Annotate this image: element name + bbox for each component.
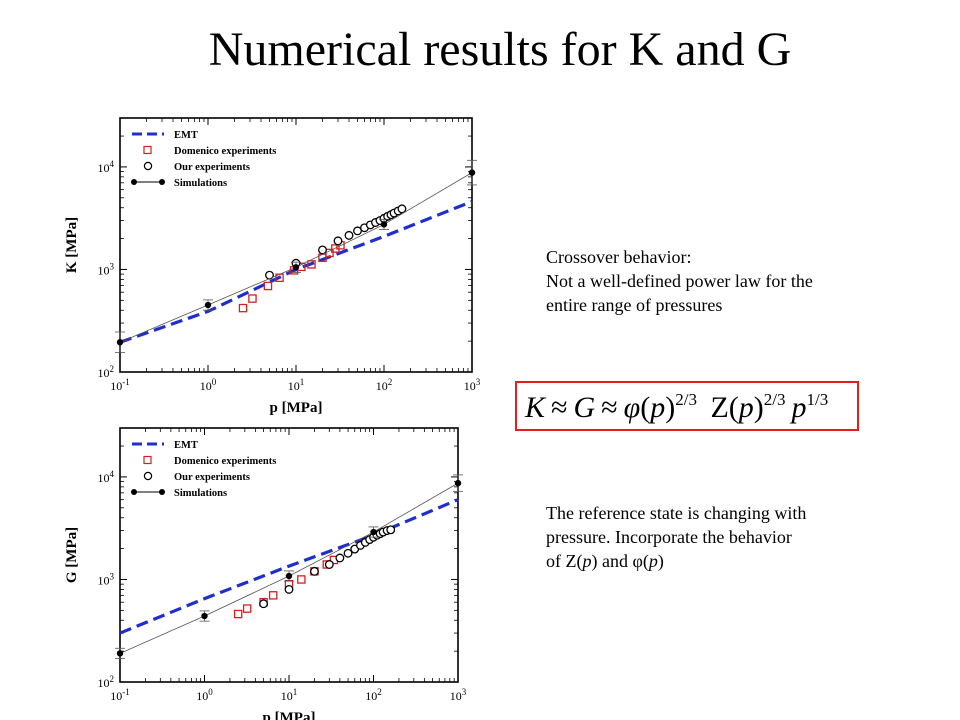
domenico-point	[238, 303, 248, 313]
crossover-note-line3: entire range of pressures	[546, 295, 723, 315]
x-tick-label: 102	[376, 377, 393, 393]
reference-note-line3: of Z(p) and φ(p)	[546, 549, 906, 573]
plot-frame	[119, 427, 459, 683]
g-chart: 10-1 100 101 102 103 102 103 104 p [MPa] G [MPa] E…	[64, 427, 467, 720]
legend-label: Simulations	[174, 488, 227, 499]
simulation-point	[204, 301, 212, 309]
simulations-series-line	[119, 172, 473, 343]
domenico-point	[233, 609, 243, 619]
reference-note-mid: ) and	[591, 551, 633, 571]
reference-note-line1: The reference state is changing with	[546, 503, 807, 523]
emt-series-line	[119, 498, 459, 635]
legend: EMT Domenico experiments Our experiments Si…	[131, 440, 276, 499]
x-tick-label: 103	[464, 377, 480, 393]
simulation-point	[454, 479, 462, 487]
y-tick-label: 103	[98, 571, 115, 587]
simulation-point	[292, 264, 300, 271]
our-experiment-point	[324, 560, 334, 569]
legend: EMT Domenico experiments Our experiments Si…	[131, 130, 276, 189]
crossover-note-line2: Not a well-defined power law for the	[546, 271, 813, 291]
x-axis-label: p [MPa]	[270, 400, 323, 416]
x-tick-label: 103	[450, 687, 467, 703]
legend-label: Domenico experiments	[174, 456, 276, 467]
legend-label: Simulations	[174, 178, 227, 189]
domenico-point	[242, 604, 252, 613]
y-tick-label: 102	[98, 674, 115, 690]
x-tick-label: 10-1	[110, 687, 130, 703]
reference-note-prefix: of Z(	[546, 551, 583, 571]
our-experiment-point	[333, 236, 343, 246]
legend-label: EMT	[174, 130, 198, 141]
our-experiment-point	[259, 599, 269, 609]
x-tick-label: 100	[196, 687, 213, 703]
crossover-note: Crossover behavior: Not a well-defined p…	[546, 245, 926, 317]
reference-note-p2: p	[648, 551, 658, 571]
x-tick-label: 101	[288, 377, 305, 393]
our-experiment-point	[335, 553, 345, 563]
legend-label: Domenico experiments	[174, 146, 276, 157]
reference-note-close: )	[657, 551, 664, 571]
reference-note-p1: p	[582, 551, 592, 571]
legend-simulations-dot	[159, 179, 165, 185]
y-tick-label: 104	[98, 469, 115, 485]
simulation-point	[201, 612, 208, 620]
formula-box: K ≈ G ≈ φ(p)2/3 Z(p)2/3 p1/3	[515, 381, 859, 431]
y-tick-label: 103	[98, 261, 115, 277]
svg-text:K≈G≈φ(p)2/3 Z(p)2/3p1/3: K ≈ G ≈ φ(p)2/3 Z(p)2/3 p1/3	[524, 390, 828, 424]
x-tick-label: 10-1	[110, 377, 130, 393]
legend-domenico-swatch	[143, 455, 152, 465]
slide-title: Numerical results for K and G	[208, 23, 792, 76]
simulation-point	[370, 528, 377, 536]
plot-frame	[119, 117, 473, 373]
simulation-point	[285, 572, 293, 580]
legend-simulations-dot	[131, 489, 137, 495]
crossover-note-line1: Crossover behavior:	[546, 247, 692, 267]
reference-note: The reference state is changing with pre…	[546, 501, 906, 573]
our-experiment-point	[318, 245, 327, 255]
our-experiment-point	[397, 204, 407, 214]
reference-note-phi: φ	[632, 551, 643, 571]
legend-label: Our experiments	[174, 472, 250, 483]
x-tick-label: 102	[365, 687, 382, 703]
x-tick-label: 101	[281, 687, 298, 703]
domenico-point	[263, 281, 273, 291]
legend-domenico-swatch	[143, 145, 152, 155]
simulation-point	[380, 221, 388, 228]
k-chart: 10-1 100 101 102 103 102 103 104 p [MPa] K [MPa] E…	[64, 117, 480, 416]
legend-ours-swatch	[143, 161, 153, 171]
legend-label: Our experiments	[174, 162, 250, 173]
our-experiment-point	[344, 230, 354, 240]
domenico-point	[268, 591, 278, 600]
x-tick-label: 100	[200, 377, 217, 393]
y-axis-label: K [MPa]	[64, 217, 80, 273]
our-experiment-point	[386, 525, 396, 535]
legend-label: EMT	[174, 440, 198, 451]
domenico-point	[297, 575, 306, 584]
x-axis-label: p [MPa]	[263, 710, 316, 720]
legend-simulations-dot	[131, 179, 137, 185]
reference-note-line2: pressure. Incorporate the behavior	[546, 527, 792, 547]
reference-note-open: (	[642, 551, 649, 571]
simulations-series-line	[119, 482, 459, 654]
y-axis-label: G [MPa]	[64, 527, 80, 583]
our-experiment-point	[343, 548, 353, 558]
legend-simulations-dot	[159, 489, 165, 495]
our-experiment-point	[284, 584, 294, 594]
our-experiment-point	[309, 566, 319, 576]
simulation-point	[116, 650, 124, 657]
y-tick-label: 104	[98, 159, 115, 175]
legend-ours-swatch	[143, 471, 153, 481]
domenico-point	[307, 260, 316, 269]
y-tick-label: 102	[98, 364, 115, 380]
domenico-point	[248, 294, 257, 303]
formula: K ≈ G ≈ φ(p)2/3 Z(p)2/3 p1/3	[524, 390, 828, 424]
simulation-point	[468, 169, 476, 176]
simulation-point	[116, 339, 124, 346]
